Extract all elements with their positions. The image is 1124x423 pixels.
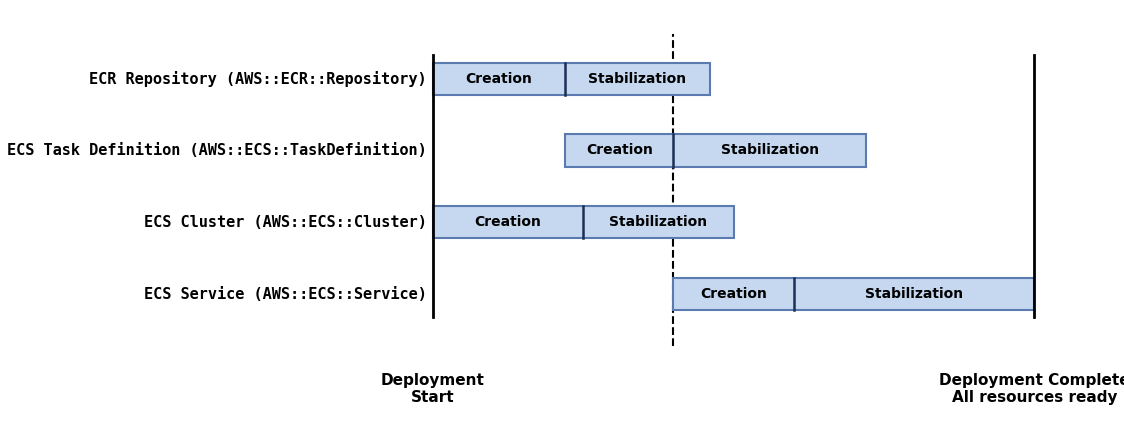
Text: Stabilization: Stabilization — [588, 72, 687, 86]
Bar — [673, 278, 1034, 310]
Text: ECS Cluster (AWS::ECS::Cluster): ECS Cluster (AWS::ECS::Cluster) — [144, 215, 427, 230]
Bar — [565, 135, 865, 167]
Text: Creation: Creation — [465, 72, 533, 86]
Text: ECS Task Definition (AWS::ECS::TaskDefinition): ECS Task Definition (AWS::ECS::TaskDefin… — [7, 143, 427, 158]
Text: Deployment Complete
All resources ready: Deployment Complete All resources ready — [940, 373, 1124, 405]
Text: Stabilization: Stabilization — [720, 143, 818, 157]
Text: Deployment
Start: Deployment Start — [381, 373, 484, 405]
Text: Creation: Creation — [700, 287, 767, 301]
Text: Stabilization: Stabilization — [865, 287, 963, 301]
Bar — [433, 63, 709, 95]
Bar — [433, 206, 734, 239]
Text: Stabilization: Stabilization — [609, 215, 707, 229]
Text: Creation: Creation — [474, 215, 542, 229]
Text: ECR Repository (AWS::ECR::Repository): ECR Repository (AWS::ECR::Repository) — [89, 71, 427, 87]
Text: Creation: Creation — [586, 143, 653, 157]
Text: ECS Service (AWS::ECS::Service): ECS Service (AWS::ECS::Service) — [144, 286, 427, 302]
